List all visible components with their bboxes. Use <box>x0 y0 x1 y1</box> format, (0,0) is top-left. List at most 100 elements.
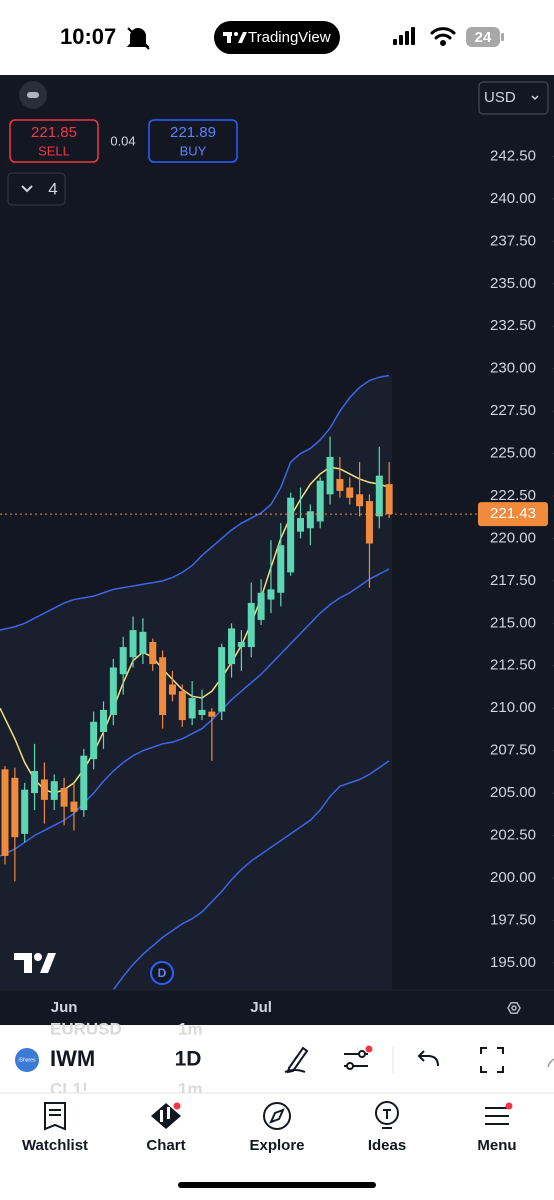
badge-text: D <box>158 966 167 980</box>
candle-body <box>287 497 295 573</box>
tab-label[interactable]: Ideas <box>368 1137 406 1154</box>
candle-body <box>40 779 48 800</box>
price-axis: 242.50 240.00 237.50 235.00 232.50 230.00 227.… <box>490 147 554 971</box>
spread: 0.04 <box>110 133 135 148</box>
candle-body <box>297 518 304 532</box>
y-tick-label: 230.00 <box>490 360 536 377</box>
plot <box>0 374 393 990</box>
candle-body <box>178 691 186 721</box>
candle-body <box>326 456 334 495</box>
x-tick-label: Jun <box>51 999 78 1016</box>
tab-label[interactable]: Chart <box>146 1137 185 1154</box>
candle-body <box>247 602 255 648</box>
more-icon[interactable] <box>547 1058 554 1068</box>
buy-button[interactable] <box>148 119 238 163</box>
y-tick-label: 202.50 <box>490 826 536 843</box>
fullscreen-icon[interactable] <box>480 1047 504 1073</box>
x-tick-label: Jul <box>250 999 272 1016</box>
issuer-logo <box>15 1048 39 1072</box>
time-axis-labels: Jun Jul <box>51 999 272 1016</box>
tab-label[interactable]: Menu <box>477 1137 516 1154</box>
candle-body <box>316 480 324 522</box>
candle-body <box>208 711 216 717</box>
sell-price: 221.85 <box>31 124 77 141</box>
y-tick-label: 220.00 <box>490 529 536 546</box>
tab-label[interactable]: Watchlist <box>22 1137 88 1154</box>
candle-body <box>168 684 176 695</box>
y-tick-label: 237.50 <box>490 232 536 249</box>
menu-icon[interactable] <box>485 1107 509 1125</box>
app-pill[interactable] <box>214 21 340 54</box>
y-tick-label: 235.00 <box>490 275 536 292</box>
candle-body <box>346 487 354 498</box>
indicator-line <box>0 466 390 794</box>
sell-button[interactable] <box>9 119 99 163</box>
undo-icon[interactable] <box>417 1050 439 1067</box>
candle-body <box>277 545 285 593</box>
buy-label: BUY <box>180 143 207 158</box>
chart-icon[interactable] <box>151 1103 181 1129</box>
candle-body <box>100 709 107 732</box>
indicator-line <box>0 374 390 631</box>
indicator-line <box>0 568 390 857</box>
candle-body <box>267 589 275 600</box>
faded-symbol: EURUSD <box>50 1019 122 1038</box>
battery <box>466 27 500 47</box>
draw-icon[interactable] <box>284 1046 309 1074</box>
tv-watermark <box>14 953 56 973</box>
last-price-label: 221.43 <box>490 505 536 522</box>
wifi-icon <box>430 27 456 46</box>
candle-body <box>198 709 206 715</box>
y-tick-label: 240.00 <box>490 190 536 207</box>
candle-body <box>385 484 393 515</box>
symbol-bar <box>0 1025 554 1093</box>
candle-body <box>149 641 157 665</box>
collapse-glyph <box>27 92 39 98</box>
chevron <box>21 185 33 193</box>
currency-select[interactable] <box>478 81 549 115</box>
settings-icon[interactable] <box>507 1002 521 1014</box>
interval[interactable]: 1D <box>175 1048 202 1071</box>
indicators-icon[interactable] <box>344 1050 368 1070</box>
mute-icon <box>126 27 150 50</box>
y-tick-label: 232.50 <box>490 317 536 334</box>
chevron <box>531 95 539 101</box>
candle-body <box>218 647 226 712</box>
tab-label[interactable]: Explore <box>249 1137 304 1154</box>
candle-body <box>188 698 196 719</box>
symbol[interactable]: IWM <box>50 1046 95 1071</box>
candle-body <box>228 628 236 665</box>
candle-body <box>109 667 117 715</box>
candle-body <box>119 647 127 675</box>
watchlist-icon[interactable] <box>44 1102 66 1131</box>
dividend-badge[interactable] <box>150 961 174 985</box>
y-tick-label: 222.50 <box>490 487 536 504</box>
candle-body <box>306 511 314 529</box>
signal-icon <box>393 27 415 45</box>
ideas-icon[interactable] <box>375 1101 399 1129</box>
y-tick-label: 217.50 <box>490 572 536 589</box>
currency: USD <box>484 89 516 106</box>
issuer: iShares <box>19 1057 36 1063</box>
candle-body <box>31 771 39 794</box>
y-tick-label: 210.00 <box>490 699 536 716</box>
y-tick-label: 207.50 <box>490 742 536 759</box>
candle-body <box>70 801 78 812</box>
battery-tip <box>501 33 504 41</box>
indicators-toggle[interactable] <box>7 172 66 206</box>
last-price-box <box>478 502 548 527</box>
sell-label: SELL <box>38 143 70 158</box>
explore-icon[interactable] <box>263 1102 291 1130</box>
candle-body <box>356 494 364 507</box>
y-tick-label: 197.50 <box>490 911 536 928</box>
faded-interval: 1m <box>178 1019 203 1038</box>
buy-price: 221.89 <box>170 124 216 141</box>
candle-body <box>21 789 29 834</box>
notification-dot <box>505 1102 513 1110</box>
candle-body <box>129 630 137 658</box>
candle-body <box>50 781 58 800</box>
notification-dot <box>365 1045 373 1053</box>
indicator-line <box>112 760 390 990</box>
